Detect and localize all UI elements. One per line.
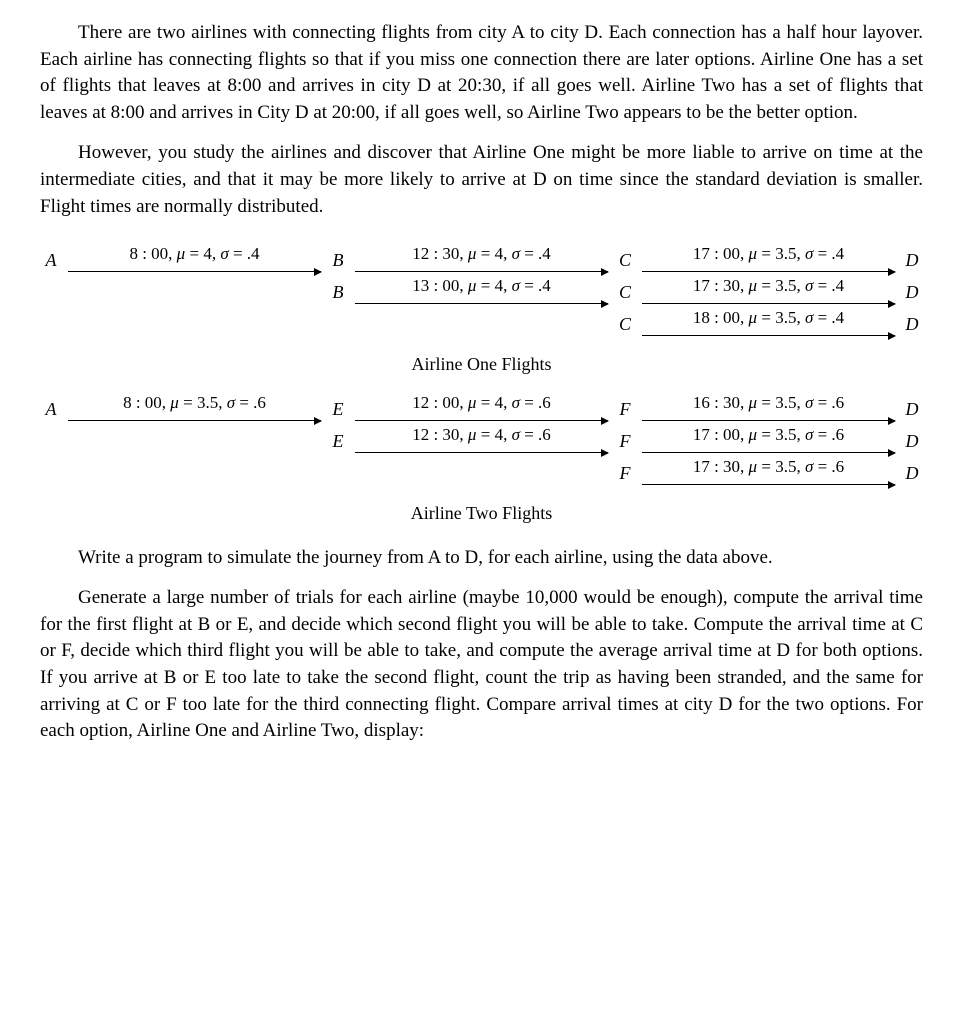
flight-bc2: 13 : 00, μ = 4, σ = .4: [355, 278, 608, 306]
intro-para-2: However, you study the airlines and disc…: [40, 140, 923, 220]
node-a: A: [40, 248, 62, 273]
node-b: B: [327, 280, 349, 305]
airline-two-row-2: E 12 : 30, μ = 4, σ = .6 F 17 : 00, μ = …: [40, 427, 923, 455]
airline-one-row-2: B 13 : 00, μ = 4, σ = .4 C 17 : 30, μ = …: [40, 278, 923, 306]
node-d: D: [901, 248, 923, 273]
flight-ab: 8 : 00, μ = 4, σ = .4: [68, 246, 321, 274]
node-e: E: [327, 429, 349, 454]
airline-two-row-1: A 8 : 00, μ = 3.5, σ = .6 E 12 : 00, μ =…: [40, 395, 923, 423]
airline-one-caption: Airline One Flights: [40, 352, 923, 377]
flight-fd1: 16 : 30, μ = 3.5, σ = .6: [642, 395, 895, 423]
flight-cd1: 17 : 00, μ = 3.5, σ = .4: [642, 246, 895, 274]
node-d: D: [901, 312, 923, 337]
flight-ef2: 12 : 30, μ = 4, σ = .6: [355, 427, 608, 455]
node-b: B: [327, 248, 349, 273]
node-e: E: [327, 397, 349, 422]
flight-ef1: 12 : 00, μ = 4, σ = .6: [355, 395, 608, 423]
airline-one-row-1: A 8 : 00, μ = 4, σ = .4 B 12 : 30, μ = 4…: [40, 246, 923, 274]
node-d: D: [901, 429, 923, 454]
node-f: F: [614, 397, 636, 422]
airline-two-row-3: F 17 : 30, μ = 3.5, σ = .6 D: [40, 459, 923, 487]
flight-fd3: 17 : 30, μ = 3.5, σ = .6: [642, 459, 895, 487]
flight-cd2: 17 : 30, μ = 3.5, σ = .4: [642, 278, 895, 306]
node-f: F: [614, 461, 636, 486]
node-c: C: [614, 312, 636, 337]
node-a: A: [40, 397, 62, 422]
flight-fd2: 17 : 00, μ = 3.5, σ = .6: [642, 427, 895, 455]
node-f: F: [614, 429, 636, 454]
task-para-2: Generate a large number of trials for ea…: [40, 585, 923, 745]
node-c: C: [614, 280, 636, 305]
airline-one-diagram: A 8 : 00, μ = 4, σ = .4 B 12 : 30, μ = 4…: [40, 246, 923, 526]
task-para-1: Write a program to simulate the journey …: [40, 545, 923, 572]
node-d: D: [901, 280, 923, 305]
flight-cd3: 18 : 00, μ = 3.5, σ = .4: [642, 310, 895, 338]
airline-one-row-3: C 18 : 00, μ = 3.5, σ = .4 D: [40, 310, 923, 338]
node-d: D: [901, 397, 923, 422]
node-c: C: [614, 248, 636, 273]
airline-two-caption: Airline Two Flights: [40, 501, 923, 526]
node-d: D: [901, 461, 923, 486]
flight-bc1: 12 : 30, μ = 4, σ = .4: [355, 246, 608, 274]
flight-ae: 8 : 00, μ = 3.5, σ = .6: [68, 395, 321, 423]
intro-para-1: There are two airlines with connecting f…: [40, 20, 923, 126]
